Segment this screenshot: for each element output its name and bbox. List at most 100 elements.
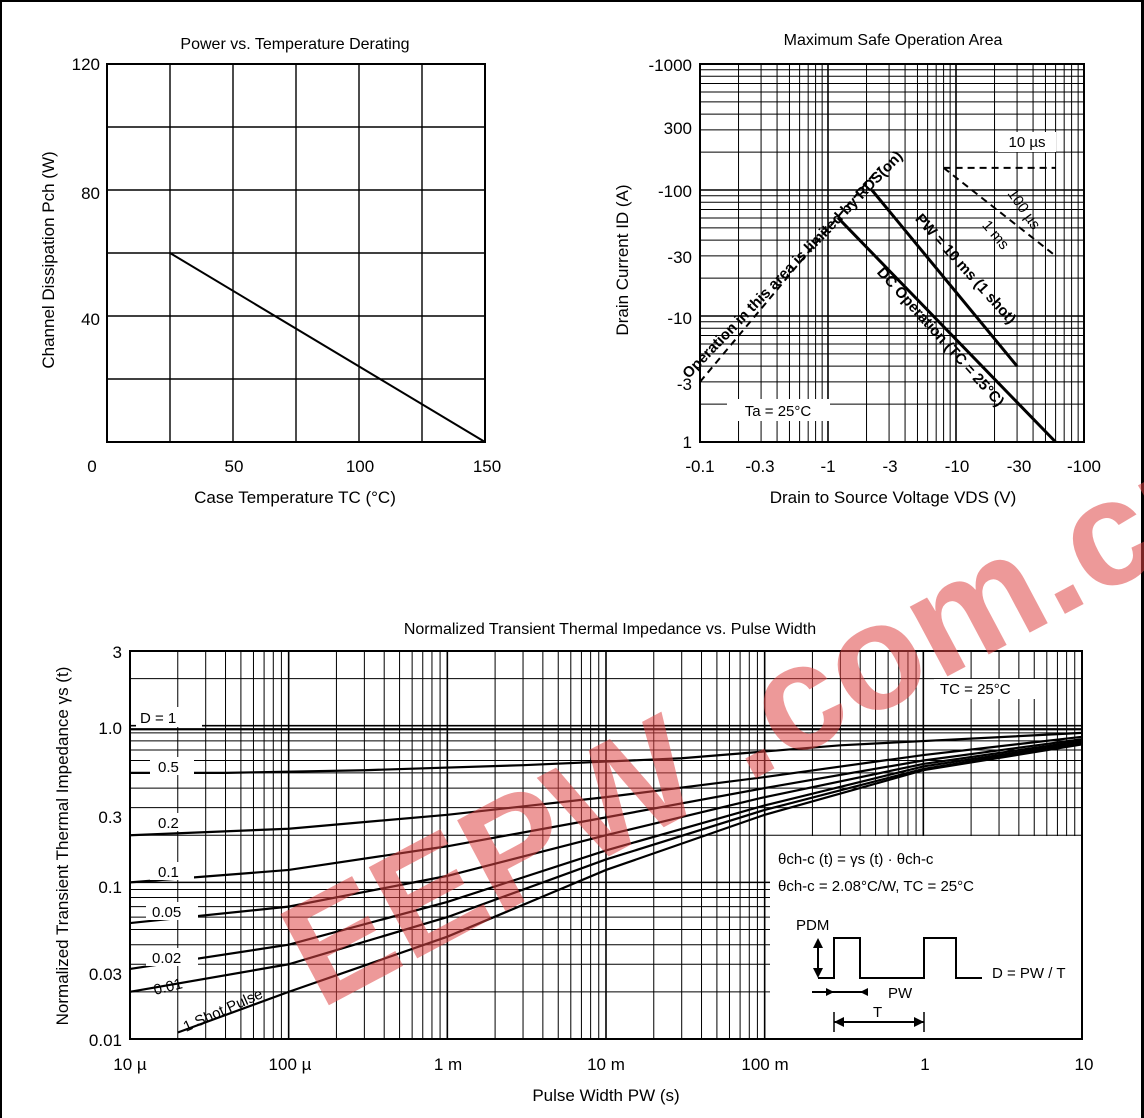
x-tick-label: -30 (1007, 457, 1032, 476)
soa-title: Maximum Safe Operation Area (784, 32, 1003, 49)
x-tick-label: -10 (945, 457, 970, 476)
label-bg (934, 679, 1044, 699)
y-tick-label: 40 (81, 310, 100, 329)
thermal-curve (130, 731, 1083, 774)
x-tick-label: 10 µ (113, 1055, 147, 1074)
y-tick-label: 1 (683, 433, 692, 452)
y-tick-label: 120 (72, 55, 100, 74)
derating-chart: Power vs. Temperature Derating 120 80 40… (39, 36, 501, 507)
thermal-x-ticks: 10 µ 100 µ 1 m 10 m 100 m 1 10 (113, 1055, 1093, 1074)
y-tick-label: -3 (677, 375, 692, 394)
pw-label: PW (888, 985, 913, 1002)
curve-label-001: 0.01 (152, 975, 184, 999)
label-bg (150, 862, 194, 880)
curve-label-02: 0.2 (158, 815, 179, 832)
derating-y-label: Channel Dissipation Pch (W) (39, 151, 58, 368)
x-tick-label: 10 m (587, 1055, 625, 1074)
thermal-curve (129, 735, 1083, 837)
thermal-title: Normalized Transient Thermal Impedance v… (404, 621, 816, 638)
thermal-curve (129, 742, 1083, 993)
curve-label-005: 0.05 (152, 904, 181, 921)
y-tick-label: -10 (667, 309, 692, 328)
thermal-y-ticks: 3 1.0 0.3 0.1 0.03 0.01 (89, 643, 122, 1050)
pulse-waveform (818, 937, 982, 979)
pdm-label: PDM (796, 917, 829, 934)
soa-grid (700, 64, 1084, 442)
soa-y-label: Drain Current ID (A) (613, 184, 632, 335)
soa-y-ticks: -1000 300 -100 -30 -10 -3 1 (649, 56, 692, 452)
derating-x-label: Case Temperature TC (°C) (194, 488, 396, 507)
thermal-curve (129, 738, 1083, 884)
x-tick-label: 10 (1075, 1055, 1094, 1074)
thermal-x-label: Pulse Width PW (s) (532, 1086, 679, 1105)
thermal-curve-labels: D = 1 0.5 0.2 0.1 0.05 0.02 0.01 1 Shot … (136, 707, 265, 1036)
soa-series (699, 166, 1057, 444)
thermal-curve (177, 743, 1083, 1034)
y-tick-label: 300 (664, 119, 692, 138)
x-tick-label: 50 (225, 457, 244, 476)
x-tick-label: 100 µ (269, 1055, 312, 1074)
arrow-head (834, 1017, 844, 1027)
label-bg (727, 399, 830, 421)
y-tick-label: 80 (81, 184, 100, 203)
formula-line-1: θch-c (t) = γs (t) · θch-c (778, 851, 934, 868)
x-tick-label: 100 (346, 457, 374, 476)
duty-formula: D = PW / T (992, 965, 1065, 982)
soa-line (699, 167, 880, 383)
arrow-head (914, 1017, 924, 1027)
soa-chart: Maximum Safe Operation Area -1000 300 -1… (613, 32, 1101, 507)
y-tick-label: -30 (667, 248, 692, 267)
label-bg (150, 813, 194, 831)
derating-line (169, 252, 486, 443)
y-tick-label: -100 (658, 182, 692, 201)
x-tick-label: 1 (920, 1055, 929, 1074)
label-bg (146, 902, 198, 920)
x-tick-label: -100 (1067, 457, 1101, 476)
label-bg (146, 948, 198, 966)
period-label: T (873, 1004, 882, 1021)
x-tick-label: -0.1 (685, 457, 714, 476)
label-bg (998, 132, 1056, 152)
thermal-series (129, 728, 1083, 1034)
y-tick-label: 0.1 (98, 878, 122, 897)
thermal-curve (129, 741, 1083, 971)
soa-x-label: Drain to Source Voltage VDS (V) (770, 488, 1017, 507)
arrow-head (860, 988, 868, 996)
derating-title: Power vs. Temperature Derating (180, 36, 409, 53)
thermal-curve (129, 739, 1083, 925)
annotation-10us: 10 µs (1009, 134, 1046, 151)
x-tick-label: 1 m (434, 1055, 462, 1074)
y-tick-label: 0.01 (89, 1031, 122, 1050)
x-tick-label: -0.3 (745, 457, 774, 476)
curve-label-d1: D = 1 (140, 710, 176, 727)
annotation-ta: Ta = 25°C (745, 403, 812, 420)
y-tick-label: 0.03 (89, 965, 122, 984)
x-tick-label: 0 (87, 457, 96, 476)
formula-line-2: θch-c = 2.08°C/W, TC = 25°C (778, 878, 974, 895)
curve-label-01: 0.1 (158, 864, 179, 881)
x-tick-label: 100 m (741, 1055, 788, 1074)
y-tick-label: 3 (113, 643, 122, 662)
curve-label-002: 0.02 (152, 950, 181, 967)
soa-line (837, 216, 1057, 444)
soa-x-ticks: -0.1 -0.3 -1 -3 -10 -30 -100 (685, 457, 1101, 476)
arrow-head (813, 968, 823, 978)
label-bg (150, 757, 194, 775)
label-bg (136, 707, 202, 727)
annotation-tc: TC = 25°C (940, 681, 1011, 698)
thermal-chart: Normalized Transient Thermal Impedance v… (53, 621, 1093, 1105)
curve-label-05: 0.5 (158, 759, 179, 776)
thermal-inset: θch-c (t) = γs (t) · θch-c θch-c = 2.08°… (770, 836, 1081, 1038)
arrow-head (826, 988, 834, 996)
derating-y-ticks: 120 80 40 (72, 55, 100, 329)
y-tick-label: 1.0 (98, 719, 122, 738)
arrow-head (813, 938, 823, 948)
y-tick-label: -1000 (649, 56, 692, 75)
derating-x-ticks: 0 50 100 150 (87, 457, 501, 476)
x-tick-label: -3 (882, 457, 897, 476)
y-tick-label: 0.3 (98, 808, 122, 827)
x-tick-label: -1 (820, 457, 835, 476)
thermal-y-label: Normalized Transient Thermal Impedance γ… (53, 667, 72, 1026)
